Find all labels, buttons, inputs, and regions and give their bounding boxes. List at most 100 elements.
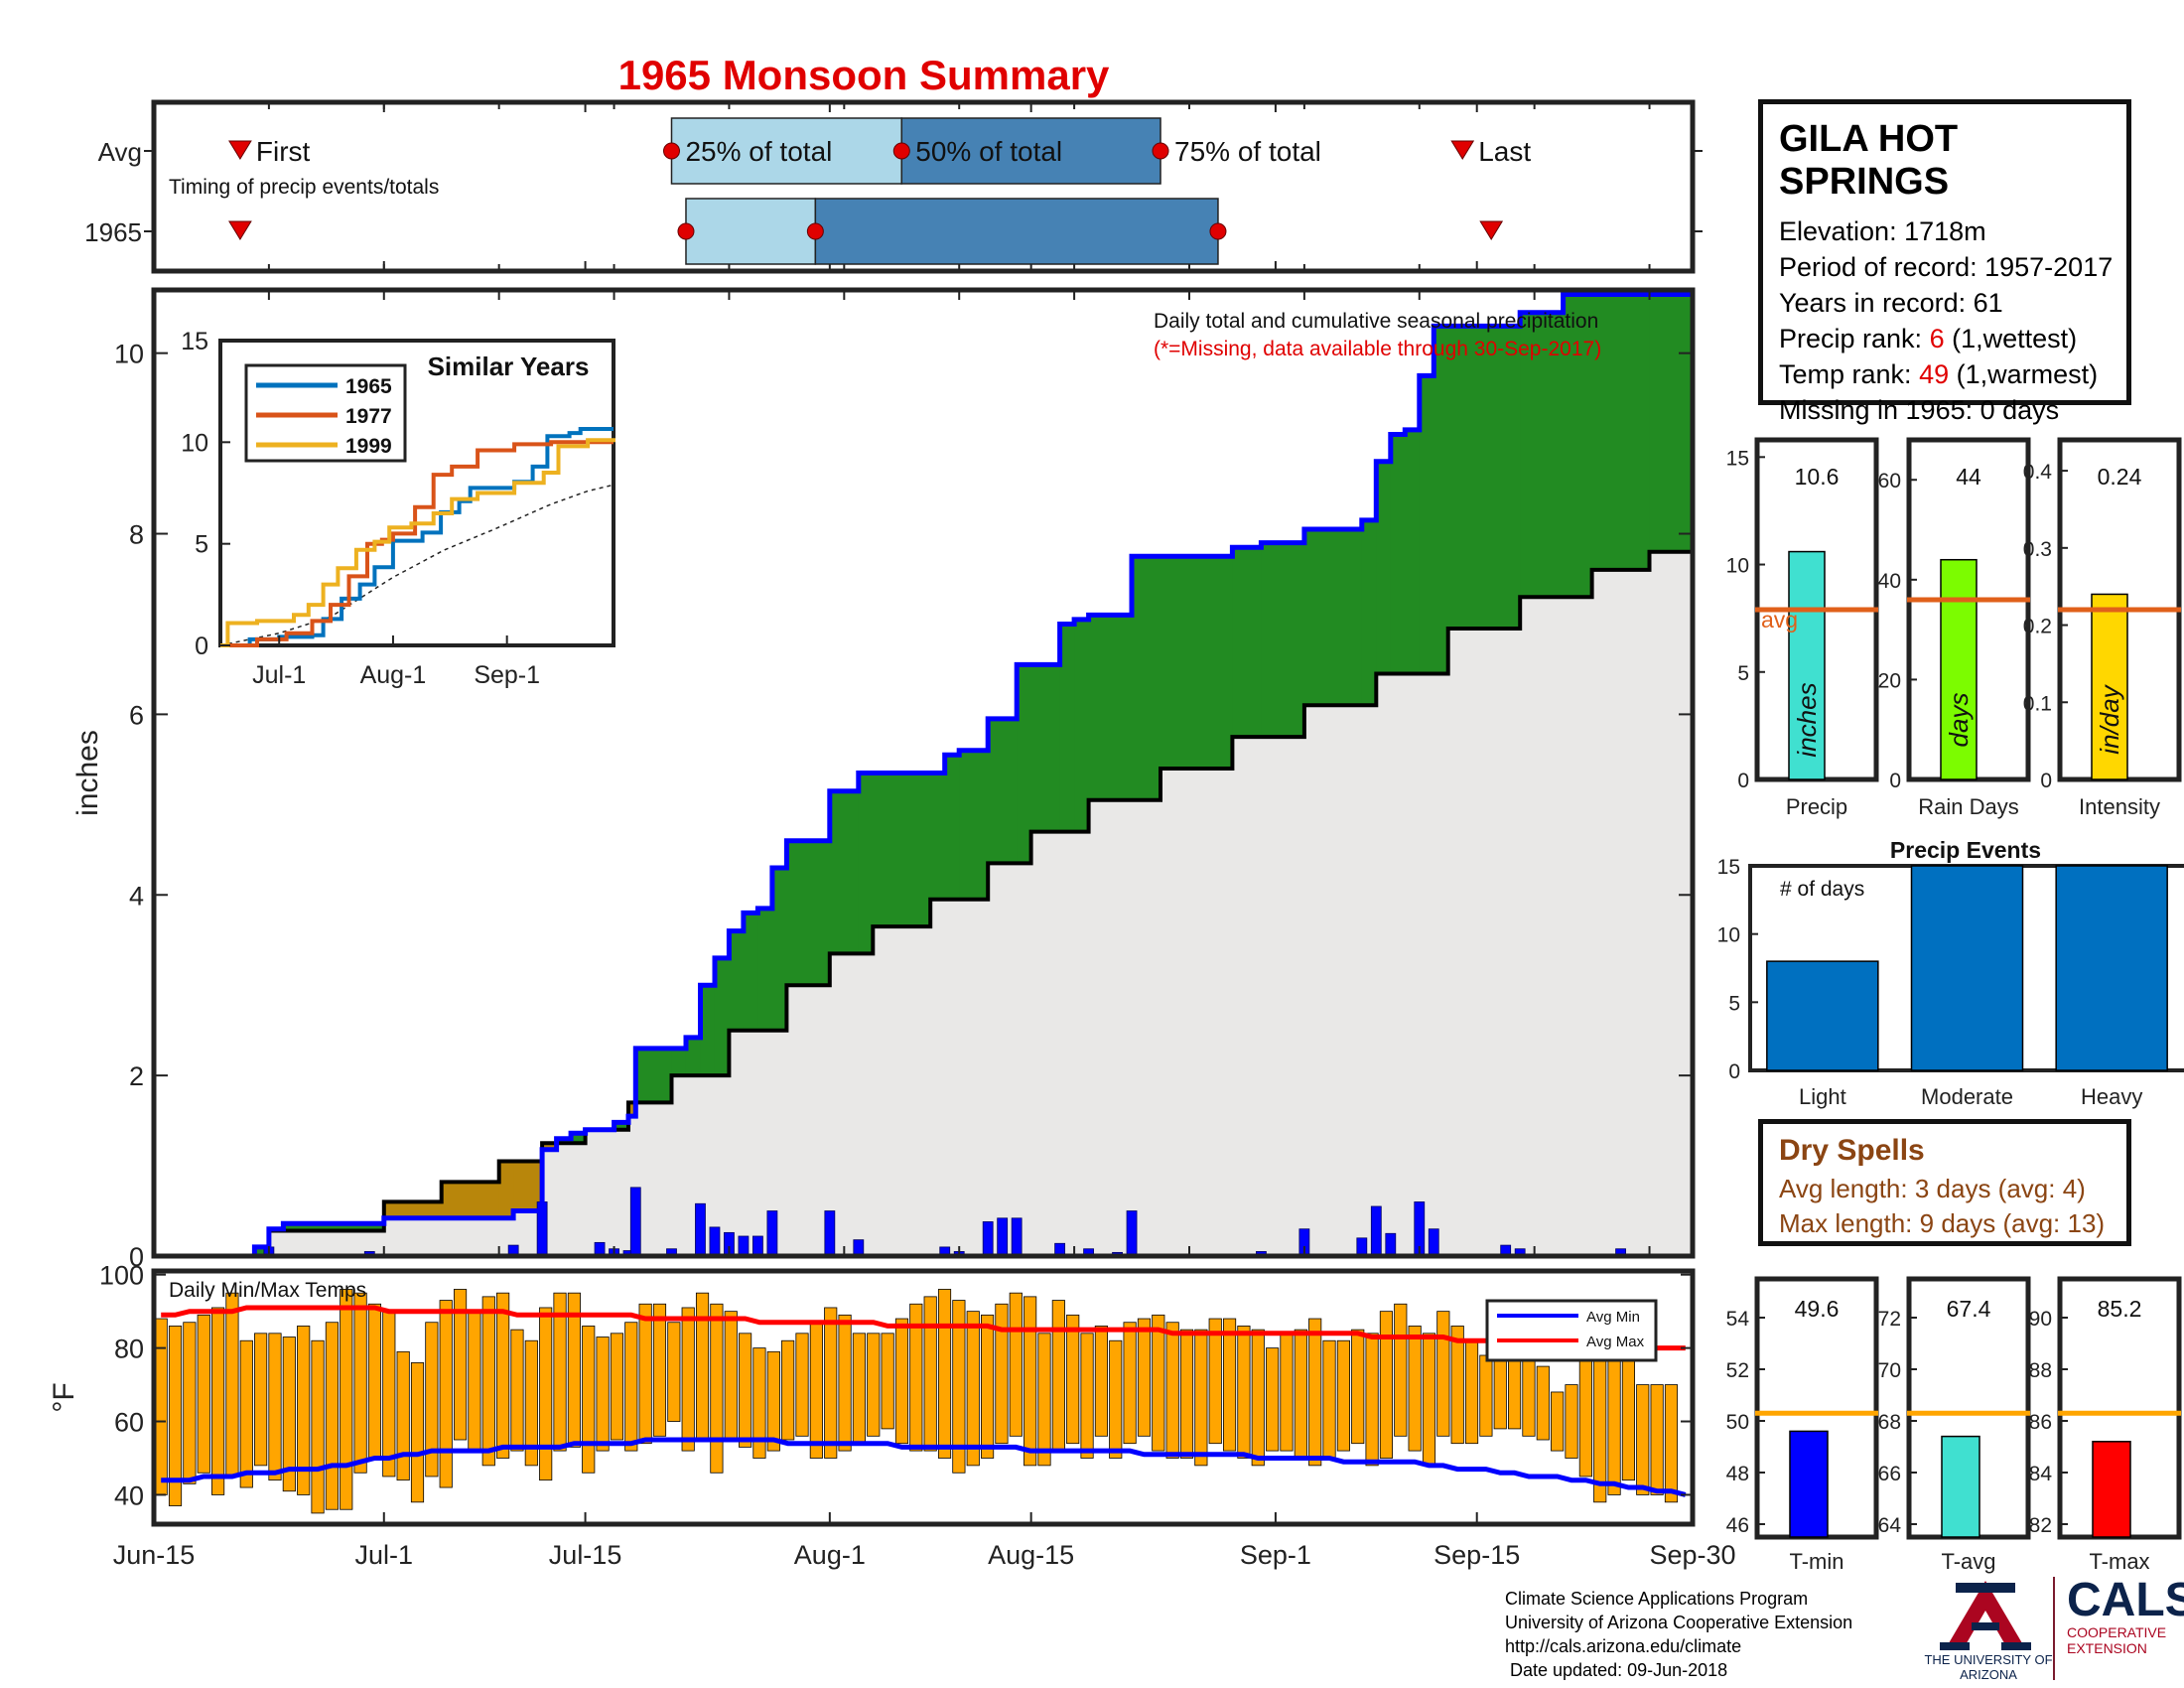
avg-max-temp-line [161, 1305, 1686, 1351]
inset-y-tick-label: 0 [195, 633, 208, 660]
daily-temp-bar [1436, 1311, 1450, 1437]
x-tick-label: Jul-15 [549, 1540, 622, 1570]
daily-temp-bar [1394, 1303, 1408, 1437]
inset-y-tick-label: 15 [181, 328, 208, 355]
timing-first-last-marker [1450, 140, 1475, 160]
stat-y-tick-label: 10 [1726, 555, 1749, 578]
daily-temp-bar [1379, 1311, 1394, 1459]
tstat-category-label: T-min [1790, 1549, 1844, 1574]
daily-temp-bar [1280, 1333, 1294, 1452]
stat-y-tick-label: 0 [2040, 770, 2052, 792]
daily-temp-bar [311, 1339, 325, 1514]
daily-temp-bar [268, 1333, 282, 1481]
daily-temp-bar [739, 1333, 752, 1448]
daily-temp-bar [1179, 1329, 1194, 1459]
tstat-y-tick-label: 50 [1726, 1411, 1749, 1434]
tstat-y-tick-label: 86 [2029, 1411, 2052, 1434]
avg-min-temp-line [161, 1437, 1687, 1497]
daily-temp-bar [239, 1339, 253, 1488]
events-category-label: Heavy [2081, 1084, 2142, 1109]
wetter-than-avg-area [858, 773, 874, 954]
daily-temp-bar [995, 1303, 1009, 1445]
daily-temp-bar [1650, 1384, 1664, 1495]
stat-bar-rain-days [1940, 558, 1978, 780]
wetter-than-avg-area [1017, 664, 1032, 864]
tstat-bar-t-min [1789, 1430, 1829, 1538]
chart-note-missing: (*=Missing, data available through 30-Se… [1154, 338, 1601, 360]
events-category-label: Light [1799, 1084, 1846, 1109]
wetter-than-avg-area [743, 913, 759, 1031]
stat-avg-label: avg [1761, 607, 1798, 633]
timing-row-label: 1965 [84, 217, 142, 247]
x-tick-label: Sep-15 [1433, 1540, 1520, 1570]
daily-temp-bar [1294, 1329, 1307, 1459]
daily-temp-bar [752, 1347, 766, 1459]
stat-category-label: Precip [1786, 794, 1847, 819]
timing-first-last-marker [228, 140, 252, 160]
events-bar-light [1766, 960, 1879, 1071]
stat-y-tick-label: 20 [1878, 669, 1901, 692]
tstat-category-label: T-max [2089, 1549, 2149, 1574]
wetter-than-avg-area [714, 957, 731, 1076]
daily-temp-bar [425, 1322, 439, 1477]
temp-y-axis-label: °F [48, 1382, 80, 1412]
inset-legend-label: 1965 [345, 375, 392, 398]
timing-quantile-marker [677, 222, 695, 240]
daily-temp-bar [838, 1314, 852, 1452]
daily-precip-bar [1126, 1210, 1138, 1257]
inset-series-line-1965 [220, 427, 614, 647]
x-tick-label: Jun-15 [113, 1540, 196, 1570]
daily-temp-bar [1464, 1339, 1479, 1445]
timing-first-last-marker [228, 220, 252, 240]
tstat-y-tick-label: 90 [2029, 1308, 2052, 1331]
daily-temp-bar [881, 1333, 894, 1430]
daily-temp-bar [852, 1333, 866, 1445]
daily-temp-bar [1024, 1296, 1037, 1467]
tstat-y-tick-label: 54 [1726, 1308, 1750, 1331]
daily-temp-bar [1080, 1333, 1094, 1459]
timing-quantile-marker [1209, 222, 1227, 240]
daily-temp-bar [1322, 1339, 1336, 1459]
tstat-bar-t-max [2092, 1441, 2131, 1538]
events-bar-heavy [2055, 865, 2168, 1071]
tstat-value-label: 85.2 [2098, 1296, 2142, 1322]
daily-temp-bar [367, 1303, 382, 1459]
wetter-than-avg-area [1074, 619, 1090, 832]
daily-temp-bar [1137, 1318, 1152, 1437]
stat-value-label: 44 [1956, 464, 1981, 490]
daily-temp-bar [667, 1322, 681, 1422]
daily-temp-bar [510, 1329, 524, 1452]
tstat-y-tick-label: 64 [1878, 1514, 1902, 1537]
inset-legend-label: 1977 [345, 405, 392, 428]
timing-quantile-marker [662, 142, 680, 160]
wetter-than-avg-area [729, 930, 745, 1031]
tstat-y-tick-label: 68 [1878, 1411, 1901, 1434]
tstat-y-tick-label: 70 [1878, 1359, 1901, 1382]
drier-than-avg-area [383, 1201, 443, 1218]
daily-temp-bar [1551, 1391, 1565, 1452]
daily-temp-bar [1237, 1326, 1251, 1459]
wetter-than-avg-area [571, 1133, 587, 1144]
daily-precip-bar [766, 1210, 778, 1257]
daily-temp-bar [952, 1300, 966, 1474]
daily-temp-bar [340, 1289, 353, 1510]
wetter-than-avg-area [1447, 326, 1521, 630]
cumulative-1965-line [154, 292, 1693, 1259]
stat-unit-label: days [1944, 693, 1974, 748]
stat-unit-label: inches [1792, 682, 1822, 757]
main-precip-chart: 0 2 4 6 8 10 inches Daily total and cumulative … [71, 287, 1696, 1272]
daily-temp-bar [1621, 1347, 1635, 1481]
daily-temp-bar [1664, 1384, 1679, 1503]
daily-temp-bar [453, 1289, 468, 1441]
daily-temp-bar [1422, 1333, 1436, 1467]
events-bar-moderate [1910, 865, 2024, 1071]
tstat-bar-t-avg [1941, 1435, 1980, 1538]
daily-temp-bar [468, 1311, 481, 1452]
similar-years-inset: 0 5 10 15 Jul-1 Aug-1 Sep-1 Similar Years 1965 19… [181, 328, 615, 689]
timing-row-label: Avg [98, 137, 142, 167]
daily-temp-bar [867, 1333, 881, 1437]
tstat-y-tick-label: 82 [2029, 1514, 2052, 1537]
daily-temp-bar [1479, 1354, 1493, 1437]
stat-category-label: Rain Days [1918, 794, 2018, 819]
temp-legend-box [1485, 1299, 1658, 1362]
